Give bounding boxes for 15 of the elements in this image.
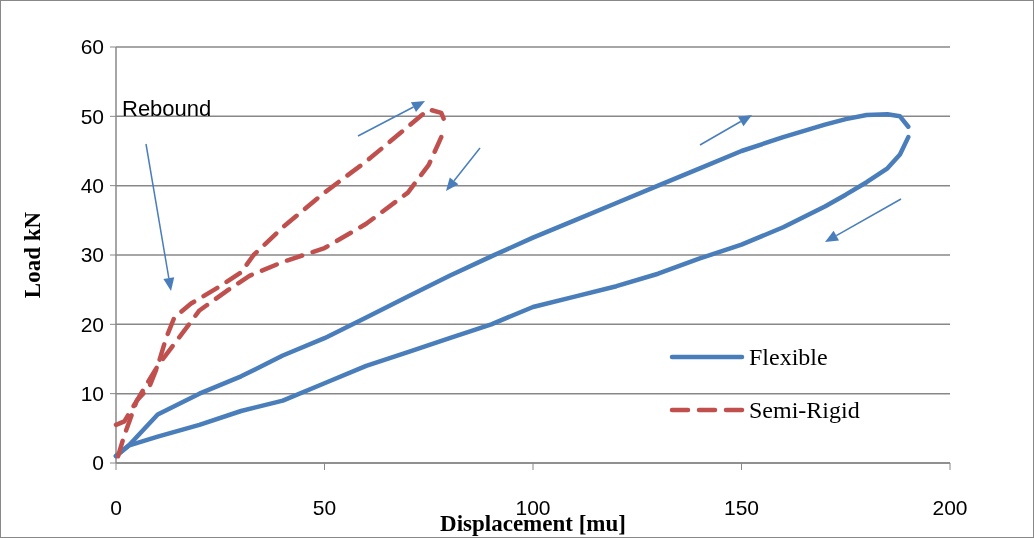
legend-label: Flexible bbox=[749, 344, 828, 371]
x-tick-label: 0 bbox=[110, 496, 122, 519]
y-axis-title: Load kN bbox=[20, 211, 45, 299]
y-tick-label: 10 bbox=[80, 382, 104, 406]
legend-label: Semi-Rigid bbox=[749, 397, 860, 424]
y-tick-label: 50 bbox=[80, 104, 104, 128]
y-tick-label: 40 bbox=[80, 174, 104, 198]
x-tick-label: 50 bbox=[312, 496, 337, 519]
y-tick-label: 20 bbox=[80, 312, 104, 336]
y-tick-label: 0 bbox=[92, 451, 104, 475]
y-tick-label: 60 bbox=[80, 35, 104, 59]
x-tick-label: 150 bbox=[723, 496, 760, 519]
x-tick-label: 200 bbox=[932, 496, 968, 519]
y-tick-label: 30 bbox=[80, 243, 104, 267]
annotation: Rebound bbox=[122, 96, 212, 121]
